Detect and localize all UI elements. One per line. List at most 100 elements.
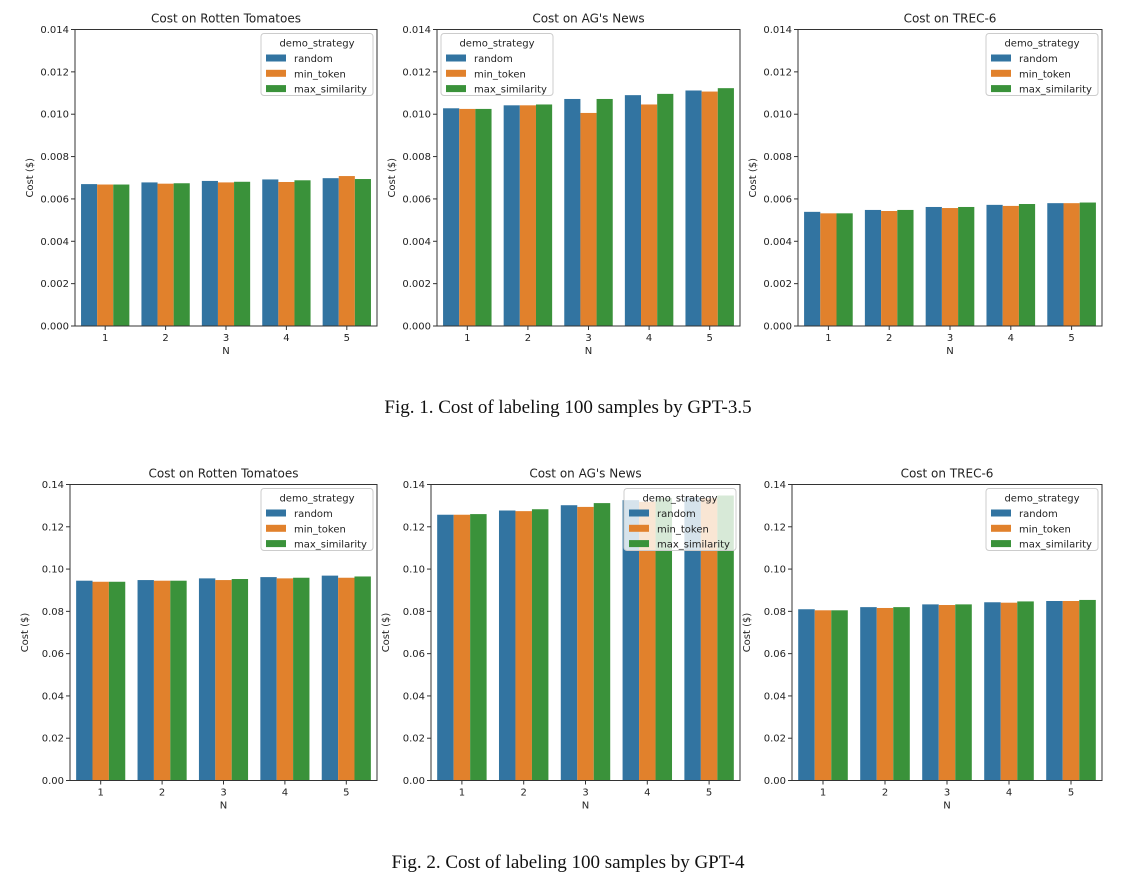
legend-label-random: random <box>1019 509 1058 520</box>
bar-random-n1 <box>76 580 93 781</box>
y-tick-label: 0.06 <box>764 649 786 660</box>
bar-max-similarity-n1 <box>108 581 126 781</box>
y-tick-label: 0.006 <box>40 194 69 205</box>
x-tick-label: 5 <box>1068 333 1074 344</box>
bar-min-token-n1 <box>820 213 837 326</box>
chart-title: Cost on AG's News <box>529 467 641 481</box>
bar-max-similarity-n4 <box>294 180 311 326</box>
bar-random-n2 <box>137 580 154 781</box>
bar-max-similarity-n3 <box>955 604 972 781</box>
legend-title: demo_strategy <box>1004 494 1079 505</box>
y-tick-label: 0.010 <box>763 110 792 121</box>
y-tick-label: 0.014 <box>763 25 792 36</box>
bar-max-similarity-n2 <box>170 580 187 781</box>
x-tick-label: 5 <box>343 788 349 799</box>
legend-swatch-min-token <box>446 69 466 77</box>
y-tick-label: 0.08 <box>42 607 64 618</box>
x-tick-label: 5 <box>706 788 712 799</box>
legend-swatch-min-token <box>266 69 286 77</box>
x-tick-label: 4 <box>1006 788 1012 799</box>
y-axis-label: Cost ($) <box>742 613 753 653</box>
x-tick-label: 2 <box>162 333 168 344</box>
bar-max-similarity-n4 <box>655 498 673 781</box>
y-tick-label: 0.14 <box>42 480 64 491</box>
y-tick-label: 0.12 <box>403 522 425 533</box>
y-axis-label: Cost ($) <box>25 158 36 198</box>
legend-label-min-token: min_token <box>294 69 346 80</box>
legend-swatch-max-similarity <box>629 540 649 548</box>
y-tick-label: 0.008 <box>402 152 431 163</box>
figure-2-caption: Fig. 2. Cost of labeling 100 samples by … <box>391 852 745 873</box>
y-tick-label: 0.02 <box>42 734 64 745</box>
bar-min-token-n5 <box>1063 203 1080 326</box>
y-tick-label: 0.004 <box>40 237 69 248</box>
legend-label-min-token: min_token <box>1019 69 1071 80</box>
bar-random-n1 <box>437 514 454 781</box>
bar-min-token-n3 <box>215 580 232 781</box>
x-tick-label: 2 <box>521 788 527 799</box>
y-tick-label: 0.14 <box>764 480 786 491</box>
y-tick-label: 0.08 <box>764 607 786 618</box>
y-tick-label: 0.012 <box>402 67 431 78</box>
x-tick-label: 3 <box>944 788 950 799</box>
y-tick-label: 0.008 <box>40 152 69 163</box>
legend-swatch-max-similarity <box>446 85 466 93</box>
y-tick-label: 0.002 <box>402 279 431 290</box>
bar-random-n5 <box>684 497 701 781</box>
x-tick-label: 5 <box>1068 788 1074 799</box>
legend-label-random: random <box>294 509 333 520</box>
bar-random-n3 <box>925 206 942 326</box>
bar-random-n1 <box>798 609 815 781</box>
bar-max-similarity-n3 <box>231 579 249 781</box>
bar-min-token-n5 <box>338 176 355 326</box>
y-tick-label: 0.00 <box>764 776 786 787</box>
y-tick-label: 0.014 <box>40 25 69 36</box>
legend-box <box>260 488 374 551</box>
bar-max-similarity-n3 <box>593 503 611 781</box>
bar-max-similarity-n3 <box>958 206 975 326</box>
y-tick-label: 0.000 <box>763 322 792 333</box>
bar-min-token-n1 <box>459 108 476 326</box>
y-tick-label: 0.10 <box>764 565 786 576</box>
bar-max-similarity-n4 <box>1018 204 1036 326</box>
bar-random-n2 <box>864 209 882 326</box>
legend-label-max-similarity: max_similarity <box>1019 85 1092 96</box>
y-tick-label: 0.06 <box>42 649 64 660</box>
x-tick-label: 3 <box>947 333 953 344</box>
legend-box <box>260 33 374 96</box>
bar-max-similarity-n2 <box>173 183 190 326</box>
y-tick-label: 0.04 <box>42 691 64 702</box>
bar-max-similarity-n2 <box>531 509 549 781</box>
chart-title: Cost on Rotten Tomatoes <box>151 12 301 26</box>
bar-max-similarity-n5 <box>354 576 371 781</box>
x-tick-label: 1 <box>825 333 831 344</box>
y-tick-label: 0.002 <box>40 279 69 290</box>
y-tick-label: 0.010 <box>402 110 431 121</box>
x-tick-label: 4 <box>283 333 289 344</box>
bar-random-n4 <box>262 179 279 326</box>
figure-1-caption: Fig. 1. Cost of labeling 100 samples by … <box>384 397 752 418</box>
y-tick-label: 0.00 <box>403 776 425 787</box>
y-tick-label: 0.02 <box>764 734 786 745</box>
legend-label-random: random <box>1019 54 1058 65</box>
bar-random-n2 <box>503 105 520 327</box>
bar-min-token-n2 <box>153 580 171 781</box>
legend-swatch-min-token <box>991 524 1011 532</box>
legend-swatch-random <box>629 509 649 517</box>
bar-random-n4 <box>260 577 277 781</box>
x-tick-label: 3 <box>585 333 591 344</box>
y-tick-label: 0.006 <box>402 194 431 205</box>
bar-min-token-n4 <box>276 578 294 781</box>
legend-swatch-max-similarity <box>266 540 286 548</box>
chart-title: Cost on TREC-6 <box>904 12 997 26</box>
y-tick-label: 0.12 <box>42 522 64 533</box>
bar-max-similarity-n1 <box>831 610 848 781</box>
x-tick-label: 3 <box>582 788 588 799</box>
bar-min-token-n1 <box>453 514 471 781</box>
legend-label-random: random <box>474 54 513 65</box>
bar-max-similarity-n1 <box>836 213 853 326</box>
